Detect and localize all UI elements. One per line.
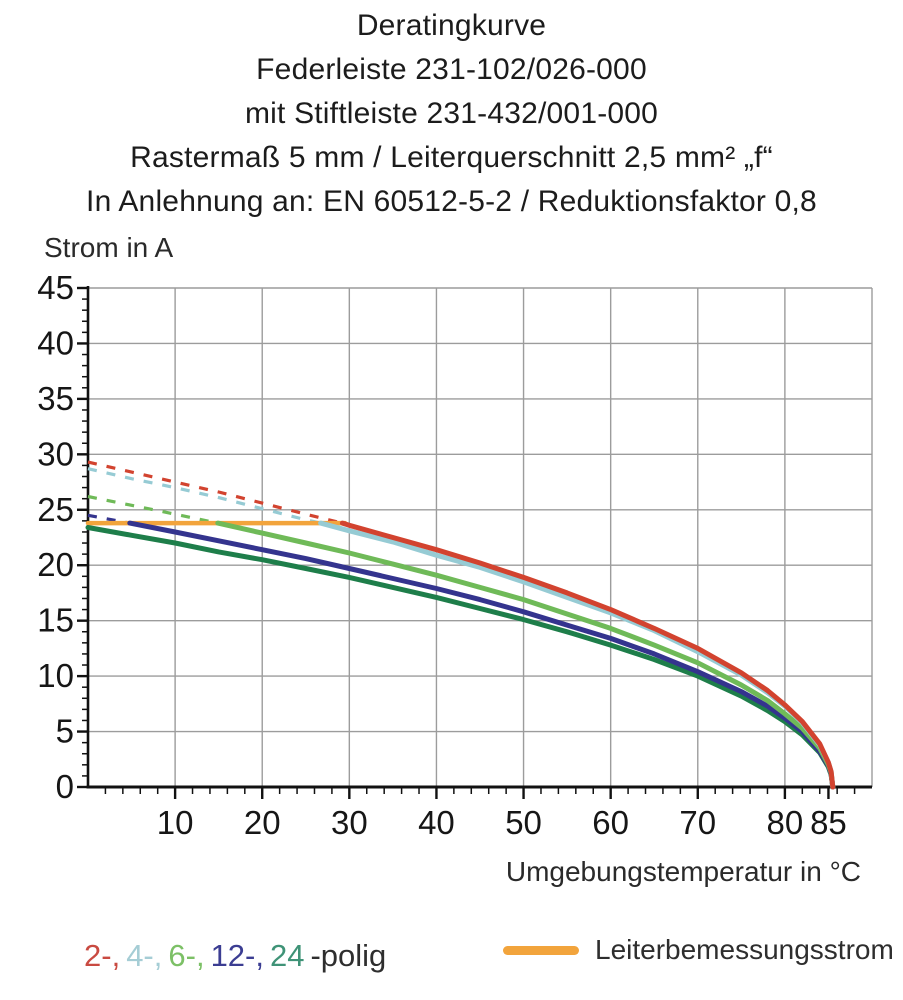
x-tick-label: 60 (592, 804, 629, 841)
legend-pole-item: 2-, (84, 938, 121, 973)
axis-ticks: 10 20 30 40 50 60 70 80 85 0 5 10 15 20 25 30 35 40 45 (37, 269, 856, 841)
y-tick-label: 45 (37, 269, 74, 306)
y-axis-title: Strom in A (44, 232, 174, 263)
title-line-1: Deratingkurve (356, 9, 547, 42)
dashed-curve-2-polig (87, 460, 343, 525)
legend-pole-item: 6-, (168, 938, 205, 973)
y-tick-label: 35 (37, 380, 74, 417)
x-tick-label: 70 (679, 804, 716, 841)
solid-curves (85, 520, 836, 790)
y-tick-label: 40 (37, 324, 74, 361)
x-tick-label: 80 (767, 804, 804, 841)
x-tick-label: 30 (331, 804, 368, 841)
x-tick-label: 85 (810, 804, 847, 841)
y-tick-label: 15 (37, 602, 74, 639)
dashed-curves (87, 460, 343, 525)
y-tick-label: 30 (37, 435, 74, 472)
curve-2-polig (339, 520, 836, 790)
derating-curve-plot: 10 20 30 40 50 60 70 80 85 0 5 10 15 20 25 30 35 40 45 (37, 269, 873, 841)
legend-pole-items: 2-, 4-, 6-, 12-, 24 (84, 938, 310, 973)
y-tick-label: 0 (56, 768, 74, 805)
y-tick-label: 10 (37, 657, 74, 694)
title-line-5: In Anlehnung an: EN 60512-5-2 / Reduktio… (86, 185, 817, 218)
curve-6-polig (215, 520, 836, 790)
legend-cap-label: Leiterbemessungsstrom (595, 934, 894, 965)
title-line-2: Federleiste 231-102/026-000 (256, 53, 647, 86)
dashed-curve-4-polig (87, 467, 321, 525)
y-tick-label: 5 (56, 713, 74, 750)
curve-24-polig (85, 525, 836, 790)
orange-line-swatch (503, 945, 579, 955)
legend-poles-suffix: -polig (310, 938, 387, 973)
x-axis-title: Umgebungstemperatur in °C (505, 856, 861, 887)
title-line-4: Rastermaß 5 mm / Leiterquerschnitt 2,5 m… (130, 141, 773, 174)
x-tick-label: 40 (418, 804, 455, 841)
legend-pole-item: 4-, (126, 938, 163, 973)
legend-poles: 2-, 4-, 6-, 12-, 24 -polig (84, 938, 392, 974)
legend-leiterbemessungsstrom: Leiterbemessungsstrom (503, 934, 894, 966)
legend-pole-item: 12-, (210, 938, 264, 973)
y-tick-label: 25 (37, 491, 74, 528)
chart-title: Deratingkurve Federleiste 231-102/026-00… (0, 4, 903, 224)
dashed-curve-12-polig (87, 513, 131, 525)
legend-pole-item: 24 (269, 938, 305, 973)
x-tick-label: 20 (244, 804, 281, 841)
x-tick-label: 10 (157, 804, 194, 841)
dashed-curve-6-polig (87, 494, 219, 525)
title-line-3: mit Stiftleiste 231-432/001-000 (244, 97, 659, 130)
y-tick-label: 20 (37, 546, 74, 583)
x-tick-label: 50 (505, 804, 542, 841)
